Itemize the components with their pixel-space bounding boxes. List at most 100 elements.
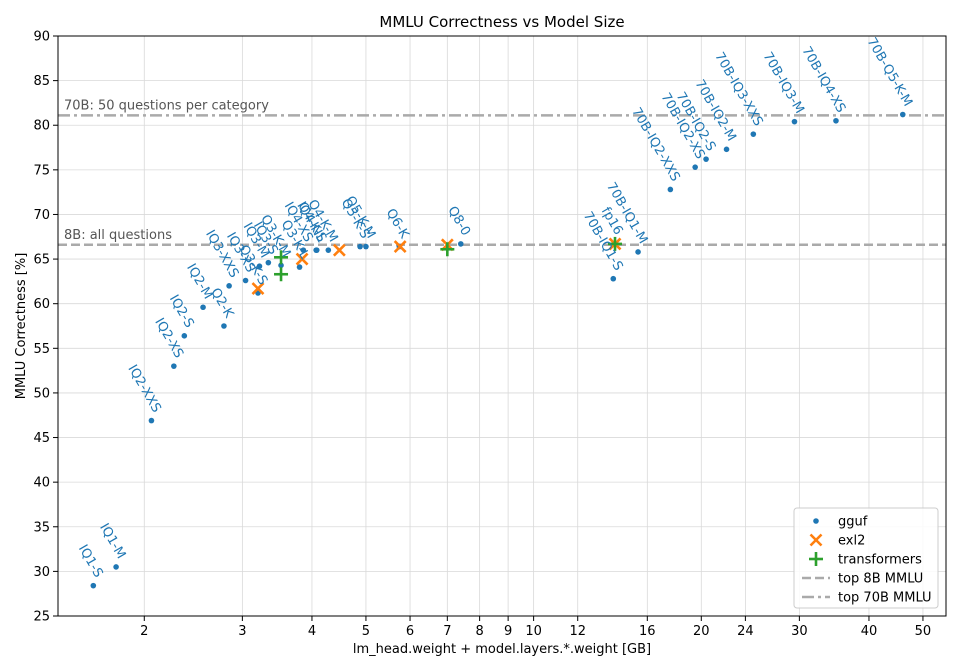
legend-entry: top 8B MMLU: [802, 572, 923, 587]
point-label: IQ1-S: [75, 542, 106, 580]
gguf-point: [90, 582, 97, 589]
exl2-point-stroke: [393, 240, 407, 254]
legend-dot-marker: [813, 518, 819, 524]
gguf-point: [313, 247, 319, 253]
x-tick-label: 6: [406, 624, 414, 639]
transformers-point: [274, 250, 289, 265]
x-tick-label: 20: [693, 624, 710, 639]
gguf-point: [226, 283, 232, 289]
legend-x-marker: [809, 533, 823, 547]
gguf-point: [833, 117, 839, 124]
point-label: 70B-Q5-K-M: [864, 35, 915, 109]
y-tick-label: 45: [33, 431, 50, 446]
y-tick-label: 70: [33, 208, 50, 223]
legend-entry-label: top 8B MMLU: [838, 572, 923, 587]
transformers-point: [440, 242, 455, 257]
gguf-point: [667, 186, 674, 193]
y-tick-label: 60: [33, 297, 50, 312]
gguf-point: [363, 243, 369, 250]
point-label: Q6-K: [383, 206, 412, 241]
gguf-point: [791, 118, 798, 125]
data-marks: [90, 111, 906, 589]
x-tick-label: 12: [569, 624, 586, 639]
gguf-point: [692, 164, 698, 170]
legend-entry: transformers: [809, 552, 922, 568]
exl2-point: [332, 243, 346, 257]
y-tick-label: 40: [33, 476, 50, 491]
y-tick-label: 25: [33, 610, 50, 625]
x-tick-label: 16: [639, 624, 656, 639]
y-tick-label: 30: [33, 565, 50, 580]
y-tick-label: 85: [33, 74, 50, 89]
y-tick-label: 50: [33, 386, 50, 401]
gguf-point: [200, 304, 206, 311]
exl2-point-stroke: [251, 282, 265, 295]
gguf-point: [635, 249, 641, 255]
legend-entry: exl2: [809, 533, 865, 549]
x-tick-label: 2: [140, 624, 148, 639]
gguf-point: [278, 262, 284, 269]
gguf-point: [171, 363, 177, 369]
legend-entry-label: transformers: [838, 553, 922, 568]
y-axis-label: MMLU Correctness [%]: [14, 253, 29, 400]
x-tick-label: 30: [791, 624, 808, 639]
exl2-point: [251, 282, 265, 295]
y-tick-label: 80: [33, 119, 50, 134]
gguf-point: [703, 156, 709, 162]
gguf-point: [242, 277, 249, 284]
exl2-point: [295, 252, 309, 266]
x-tick-label: 24: [737, 624, 754, 639]
point-label: Q8-0: [444, 204, 473, 239]
legend-entry-label: top 70B MMLU: [838, 591, 932, 606]
gguf-point: [610, 275, 617, 282]
x-tick-label: 9: [504, 624, 512, 639]
gguf-point: [723, 146, 730, 153]
y-tick-label: 55: [33, 342, 50, 357]
gguf-point: [300, 247, 307, 253]
gguf-point: [148, 417, 155, 424]
chart-title: MMLU Correctness vs Model Size: [379, 13, 624, 31]
x-tick-label: 5: [362, 624, 370, 639]
exl2-point-stroke: [295, 252, 309, 266]
transformers-point: [608, 236, 623, 251]
axes: 2 3 4 5 6 7 8 9 10 12 16 20 24 30 40 502530354045505560…: [33, 30, 931, 640]
transformers-point: [274, 267, 289, 282]
gguf-point: [325, 247, 332, 253]
y-tick-label: 65: [33, 253, 50, 268]
legend-entry-label: exl2: [838, 534, 865, 549]
gguf-point: [256, 263, 263, 270]
y-tick-label: 75: [33, 163, 50, 178]
x-tick-label: 40: [861, 624, 878, 639]
exl2-point-stroke: [332, 243, 346, 257]
gguf-point: [457, 241, 464, 247]
reference-lines: 8B: all questions 70B: 50 questions per c…: [58, 98, 946, 247]
x-tick-label: 3: [238, 624, 246, 639]
y-tick-label: 35: [33, 520, 50, 535]
gguf-point: [181, 333, 188, 339]
x-axis-label: lm_head.weight + model.layers.*.weight […: [353, 642, 651, 657]
legend-entry-label: gguf: [838, 515, 868, 530]
x-tick-label: 7: [443, 624, 451, 639]
reference-line-label: 70B: 50 questions per category: [64, 98, 269, 113]
plot-frame: [57, 35, 947, 617]
y-tick-label: 90: [33, 30, 50, 45]
gguf-point: [113, 564, 119, 570]
x-tick-label: 10: [525, 624, 542, 639]
gguf-point: [296, 264, 303, 270]
point-label: 70B-IQ4-XS: [798, 44, 848, 115]
gguf-point: [221, 323, 227, 329]
legend: gguf exl2 transformers top 8B MMLU top 70B M…: [793, 507, 939, 609]
legend-entry: gguf: [813, 515, 868, 530]
gguf-point: [265, 259, 272, 266]
x-tick-label: 50: [915, 624, 932, 639]
x-tick-label: 8: [475, 624, 483, 639]
gguf-point: [750, 131, 757, 137]
gguf-point: [357, 243, 363, 250]
x-tick-label: 4: [308, 624, 316, 639]
exl2-point: [393, 240, 407, 254]
legend-box: [793, 507, 939, 609]
reference-line-label: 8B: all questions: [64, 228, 172, 243]
legend-entry: top 70B MMLU: [802, 591, 932, 606]
gguf-point: [899, 111, 906, 118]
